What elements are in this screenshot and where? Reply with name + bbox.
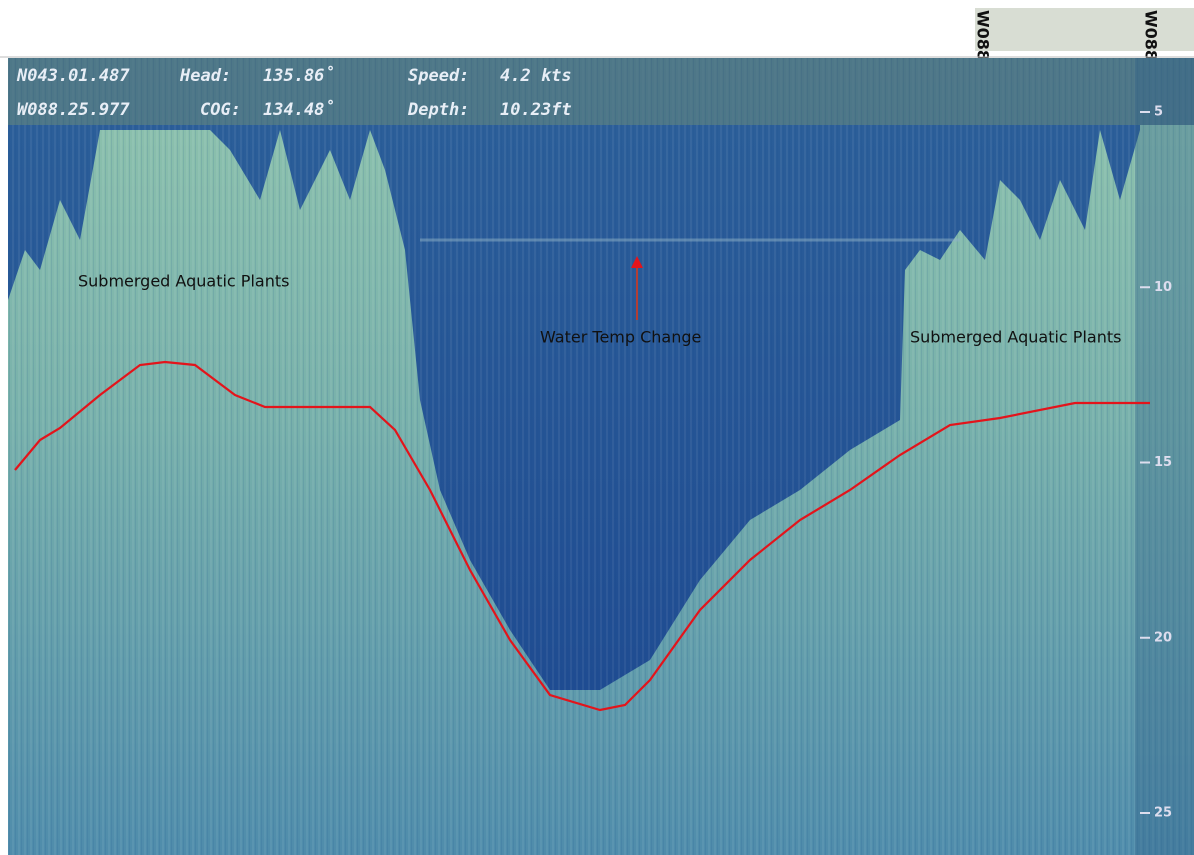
annotation: Water Temp Change: [540, 328, 701, 347]
depth-label: Depth:: [407, 100, 469, 120]
heading-label: Head:: [179, 66, 231, 86]
depth-tick-label: 10: [1154, 280, 1172, 295]
cog: 134.48˚: [263, 98, 335, 120]
top-panel: [975, 8, 1194, 51]
cog-label: COG:: [200, 100, 241, 120]
longitude: W088.25.977: [17, 100, 130, 120]
arrow-head: [631, 256, 643, 268]
annotation: Submerged Aquatic Plants: [910, 328, 1121, 347]
speed-label: Speed:: [408, 66, 469, 86]
annotation: Submerged Aquatic Plants: [78, 272, 289, 291]
depth-tick-label: 15: [1154, 455, 1172, 470]
latitude: N043.01.487: [16, 66, 130, 86]
sonar-texture: [8, 58, 1194, 855]
depth-scale-band: [1135, 58, 1194, 855]
bottom-line: [14, 360, 1150, 712]
depth-tick-label: 25: [1154, 806, 1172, 821]
panel-label: W088.:: [974, 10, 993, 74]
panel-label: W088.:: [1142, 10, 1161, 74]
depth: 10.23ft: [500, 100, 572, 120]
depth-tick-label: 20: [1154, 630, 1172, 645]
header-band: [8, 58, 1194, 125]
depth-tick-label: 5: [1154, 105, 1163, 120]
heading: 135.86˚: [263, 64, 335, 86]
speed: 4.2 kts: [500, 66, 572, 86]
